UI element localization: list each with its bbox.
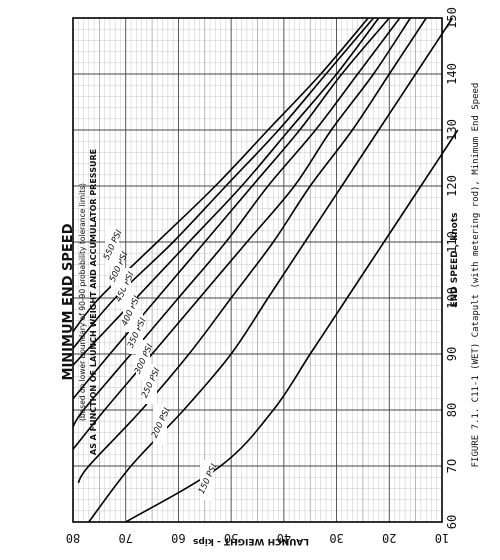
chart-subtitle: (based on lower boundary of 90-90 probab… [78,183,87,421]
x-tick-label: 150 [445,7,459,29]
x-axis-label: END SPEED , knots [450,212,460,307]
y-tick-label: 50 [224,531,238,545]
x-tick-label: 130 [445,119,459,141]
curve-150-psi [125,129,459,523]
x-tick-label: 140 [445,63,459,85]
curve-label-bg [153,404,167,444]
x-tick-label: 110 [445,231,459,253]
ticks: 60 7O 80 90 100 110 120 130 140 150 80 70 60 50 40 30 20… [66,7,459,545]
y-tick-label: 70 [118,531,132,545]
y-tick-label: 20 [382,531,396,545]
y-axis-label: LAUNCH WEIGHT - kips [193,536,309,546]
curve-250-psi [77,17,427,484]
y-tick-label: 40 [277,531,291,545]
x-tick-label: 80 [445,403,459,417]
curve-350-psi [72,17,401,428]
grid-fine [73,18,442,522]
x-tick-label: 60 [445,515,459,529]
curve-550-psi [72,17,369,333]
curve-label-bg [105,226,119,266]
x-tick-label: 120 [445,175,459,197]
y-tick-label: 30 [329,531,343,545]
plot-frame [72,17,443,523]
curve-500-psi [72,17,375,349]
x-tick-label: 90 [445,347,459,361]
curve-450-psi [72,17,380,366]
x-tick-label: 100 [445,287,459,309]
figure-caption: FIGURE 7.1. C11-1 (WET) Catapult (with m… [471,83,481,468]
chart-subtitle-2: AS A FUNCTION OF LAUNCH WEIGHT AND ACCUM… [89,149,98,455]
curve-400-psi [72,17,390,400]
y-tick-label: 10 [435,531,449,545]
curve-label-bg [200,460,214,500]
curve-300-psi [72,17,412,450]
y-tick-label: 80 [66,531,80,545]
chart-title: MINIMUM END SPEED [61,223,76,380]
grid-major [72,17,443,523]
y-tick-label: 60 [171,531,185,545]
x-tick-label: 7O [445,459,459,473]
